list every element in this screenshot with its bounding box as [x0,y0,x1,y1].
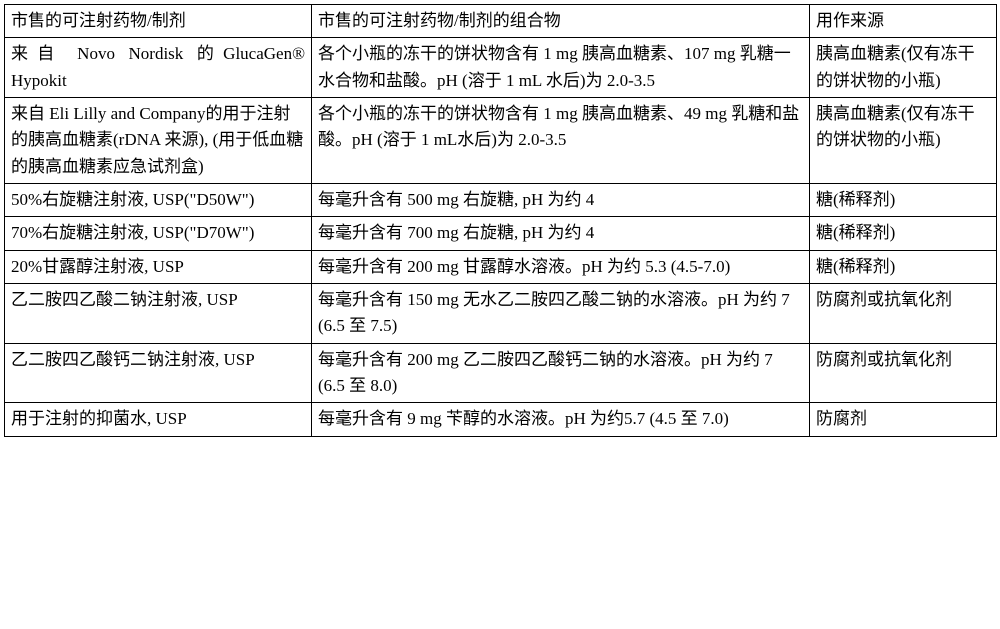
cell-composition: 各个小瓶的冻干的饼状物含有 1 mg 胰高血糖素、49 mg 乳糖和盐酸。pH … [312,98,810,184]
cell-drug: 70%右旋糖注射液, USP("D70W") [5,217,312,250]
cell-drug: 50%右旋糖注射液, USP("D50W") [5,184,312,217]
cell-source: 防腐剂或抗氧化剂 [810,343,997,403]
cell-source: 防腐剂或抗氧化剂 [810,284,997,344]
cell-source: 胰高血糖素(仅有冻干的饼状物的小瓶) [810,38,997,98]
cell-drug: 来自 Eli Lilly and Company的用于注射的胰高血糖素(rDNA… [5,98,312,184]
cell-composition: 各个小瓶的冻干的饼状物含有 1 mg 胰高血糖素、107 mg 乳糖一水合物和盐… [312,38,810,98]
table-row: 用于注射的抑菌水, USP 每毫升含有 9 mg 苄醇的水溶液。pH 为约5.7… [5,403,997,436]
drug-formulation-table: 市售的可注射药物/制剂 市售的可注射药物/制剂的组合物 用作来源 来自 Novo… [4,4,997,437]
cell-composition: 每毫升含有 150 mg 无水乙二胺四乙酸二钠的水溶液。pH 为约 7 (6.5… [312,284,810,344]
cell-source: 防腐剂 [810,403,997,436]
cell-source: 糖(稀释剂) [810,250,997,283]
table-row: 乙二胺四乙酸钙二钠注射液, USP 每毫升含有 200 mg 乙二胺四乙酸钙二钠… [5,343,997,403]
cell-source: 糖(稀释剂) [810,217,997,250]
table-row: 20%甘露醇注射液, USP 每毫升含有 200 mg 甘露醇水溶液。pH 为约… [5,250,997,283]
cell-composition: 每毫升含有 700 mg 右旋糖, pH 为约 4 [312,217,810,250]
cell-drug: 乙二胺四乙酸钙二钠注射液, USP [5,343,312,403]
table-row: 乙二胺四乙酸二钠注射液, USP 每毫升含有 150 mg 无水乙二胺四乙酸二钠… [5,284,997,344]
cell-drug: 20%甘露醇注射液, USP [5,250,312,283]
cell-drug: 用于注射的抑菌水, USP [5,403,312,436]
cell-composition: 每毫升含有 200 mg 甘露醇水溶液。pH 为约 5.3 (4.5-7.0) [312,250,810,283]
table-row: 来自 Novo Nordisk 的GlucaGen® Hypokit 各个小瓶的… [5,38,997,98]
cell-drug: 乙二胺四乙酸二钠注射液, USP [5,284,312,344]
table-row: 70%右旋糖注射液, USP("D70W") 每毫升含有 700 mg 右旋糖,… [5,217,997,250]
cell-composition: 每毫升含有 500 mg 右旋糖, pH 为约 4 [312,184,810,217]
col-header-composition: 市售的可注射药物/制剂的组合物 [312,5,810,38]
cell-drug: 来自 Novo Nordisk 的GlucaGen® Hypokit [5,38,312,98]
table-row: 来自 Eli Lilly and Company的用于注射的胰高血糖素(rDNA… [5,98,997,184]
table-row: 50%右旋糖注射液, USP("D50W") 每毫升含有 500 mg 右旋糖,… [5,184,997,217]
col-header-drug: 市售的可注射药物/制剂 [5,5,312,38]
table-header-row: 市售的可注射药物/制剂 市售的可注射药物/制剂的组合物 用作来源 [5,5,997,38]
cell-source: 胰高血糖素(仅有冻干的饼状物的小瓶) [810,98,997,184]
cell-composition: 每毫升含有 9 mg 苄醇的水溶液。pH 为约5.7 (4.5 至 7.0) [312,403,810,436]
cell-source: 糖(稀释剂) [810,184,997,217]
col-header-source: 用作来源 [810,5,997,38]
cell-composition: 每毫升含有 200 mg 乙二胺四乙酸钙二钠的水溶液。pH 为约 7 (6.5 … [312,343,810,403]
